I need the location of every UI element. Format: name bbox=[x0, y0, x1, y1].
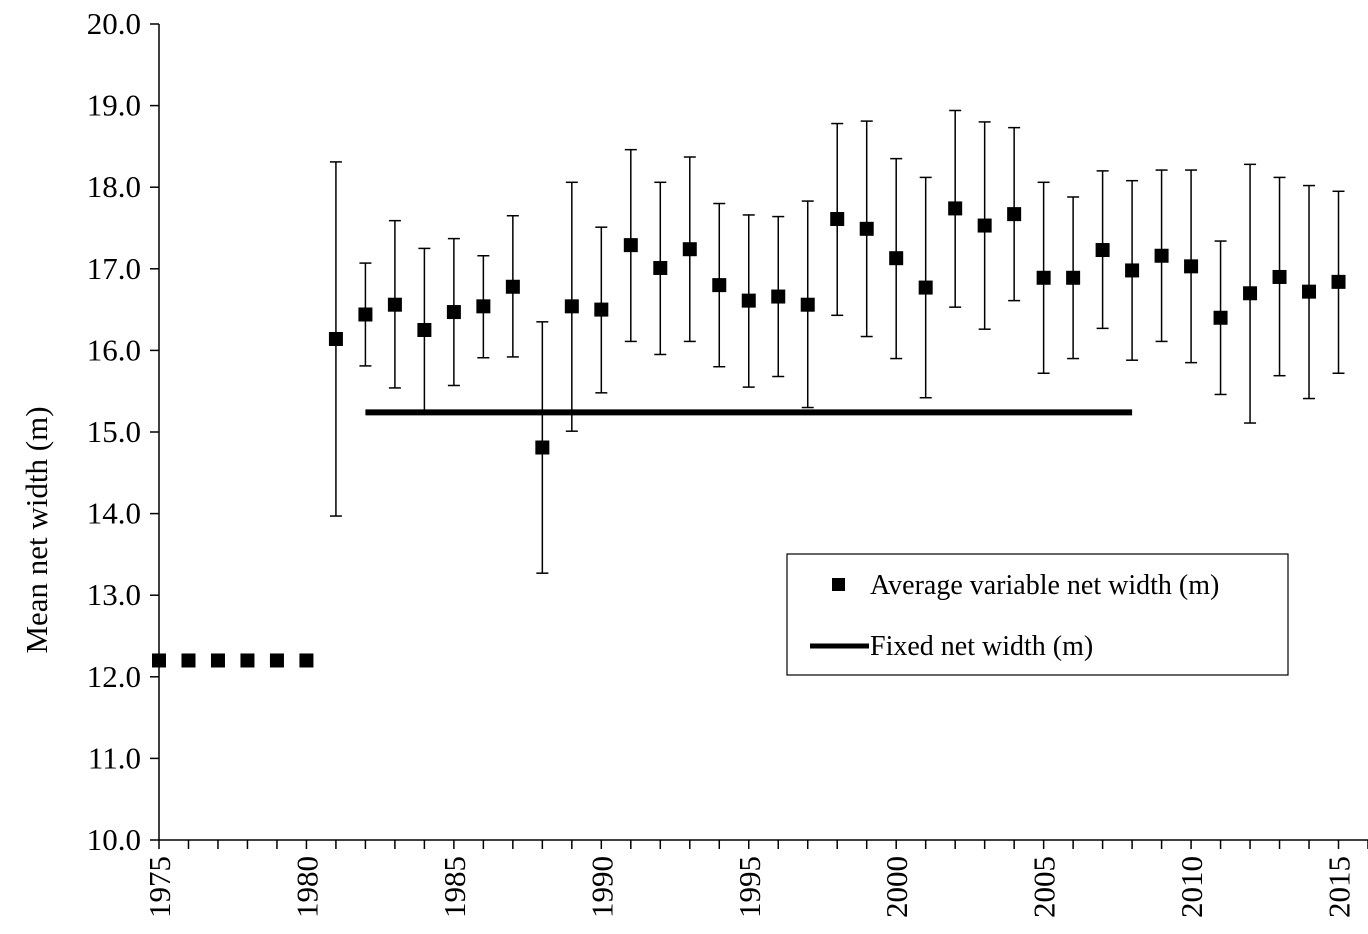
data-point-marker bbox=[417, 323, 432, 337]
y-tick-label: 19.0 bbox=[87, 88, 141, 123]
data-point-marker bbox=[948, 201, 963, 216]
x-tick-label: 2010 bbox=[1174, 856, 1209, 918]
x-tick-label: 1995 bbox=[732, 856, 767, 918]
data-point-marker bbox=[328, 331, 343, 346]
y-tick-label: 12.0 bbox=[87, 659, 141, 694]
y-tick-label: 10.0 bbox=[87, 822, 141, 857]
data-point-marker bbox=[446, 305, 461, 320]
data-point-marker bbox=[1007, 207, 1022, 222]
x-tick-label: 1990 bbox=[584, 856, 619, 918]
data-point-marker bbox=[1095, 243, 1110, 258]
y-tick-label: 14.0 bbox=[87, 496, 141, 531]
legend-label-average: Average variable net width (m) bbox=[870, 570, 1219, 601]
data-point-marker bbox=[240, 653, 255, 668]
data-point-marker bbox=[476, 299, 491, 314]
data-point-marker bbox=[889, 251, 904, 266]
y-tick-label: 18.0 bbox=[87, 169, 141, 204]
data-point-marker bbox=[181, 653, 196, 668]
x-tick-label: 2015 bbox=[1322, 856, 1357, 918]
data-point-marker bbox=[535, 440, 550, 455]
data-point-marker bbox=[682, 242, 697, 257]
y-tick-label: 17.0 bbox=[87, 251, 141, 286]
data-point-marker bbox=[712, 278, 727, 293]
x-tick-label: 1975 bbox=[142, 856, 177, 918]
data-point-marker bbox=[1154, 248, 1169, 263]
data-point-marker bbox=[1272, 269, 1287, 284]
data-point-marker bbox=[859, 221, 874, 236]
data-point-marker bbox=[623, 238, 638, 253]
data-point-marker bbox=[1213, 310, 1228, 325]
data-point-marker bbox=[299, 653, 314, 668]
marker-layer bbox=[152, 201, 1346, 668]
data-point-marker bbox=[505, 279, 520, 294]
data-point-marker bbox=[830, 212, 845, 227]
legend-marker-average bbox=[832, 578, 845, 591]
data-point-marker bbox=[771, 289, 786, 304]
x-tick-label: 1980 bbox=[289, 856, 324, 918]
data-point-marker bbox=[741, 293, 756, 308]
errorbar-layer bbox=[329, 109, 1345, 574]
data-point-marker bbox=[269, 653, 284, 668]
legend-label-fixed: Fixed net width (m) bbox=[870, 631, 1093, 662]
data-point-marker bbox=[800, 297, 815, 312]
y-tick-label: 13.0 bbox=[87, 577, 141, 612]
x-tick-label: 2005 bbox=[1027, 856, 1062, 918]
legend: Average variable net width (m) Fixed net… bbox=[786, 553, 1289, 676]
data-point-marker bbox=[1036, 270, 1051, 285]
axes-layer: 10.0 11.0 12.0 13.0 14.0 15.0 16.0 17.0 18.0 19.0… bbox=[87, 6, 1368, 918]
data-point-marker bbox=[1184, 259, 1199, 274]
x-tick-label: 1985 bbox=[437, 856, 472, 918]
data-point-marker bbox=[1302, 284, 1317, 299]
data-point-marker bbox=[977, 218, 992, 233]
y-tick-label: 16.0 bbox=[87, 332, 141, 367]
y-tick-label: 15.0 bbox=[87, 414, 141, 449]
data-point-marker bbox=[387, 297, 402, 312]
data-point-marker bbox=[1243, 286, 1258, 301]
data-point-marker bbox=[358, 307, 373, 322]
data-point-marker bbox=[594, 302, 609, 317]
data-point-marker bbox=[152, 653, 166, 668]
data-point-marker bbox=[564, 299, 579, 314]
legend-box bbox=[786, 553, 1289, 676]
data-point-marker bbox=[1066, 270, 1081, 285]
y-axis-title: Mean net width (m) bbox=[19, 406, 54, 653]
data-point-marker bbox=[918, 280, 933, 295]
data-point-marker bbox=[1125, 263, 1140, 278]
y-tick-label: 20.0 bbox=[87, 6, 141, 41]
y-tick-label: 11.0 bbox=[88, 740, 141, 775]
data-point-marker bbox=[210, 653, 225, 668]
data-point-marker bbox=[653, 260, 668, 275]
data-point-marker bbox=[1331, 274, 1346, 289]
x-tick-label: 2000 bbox=[879, 856, 914, 918]
